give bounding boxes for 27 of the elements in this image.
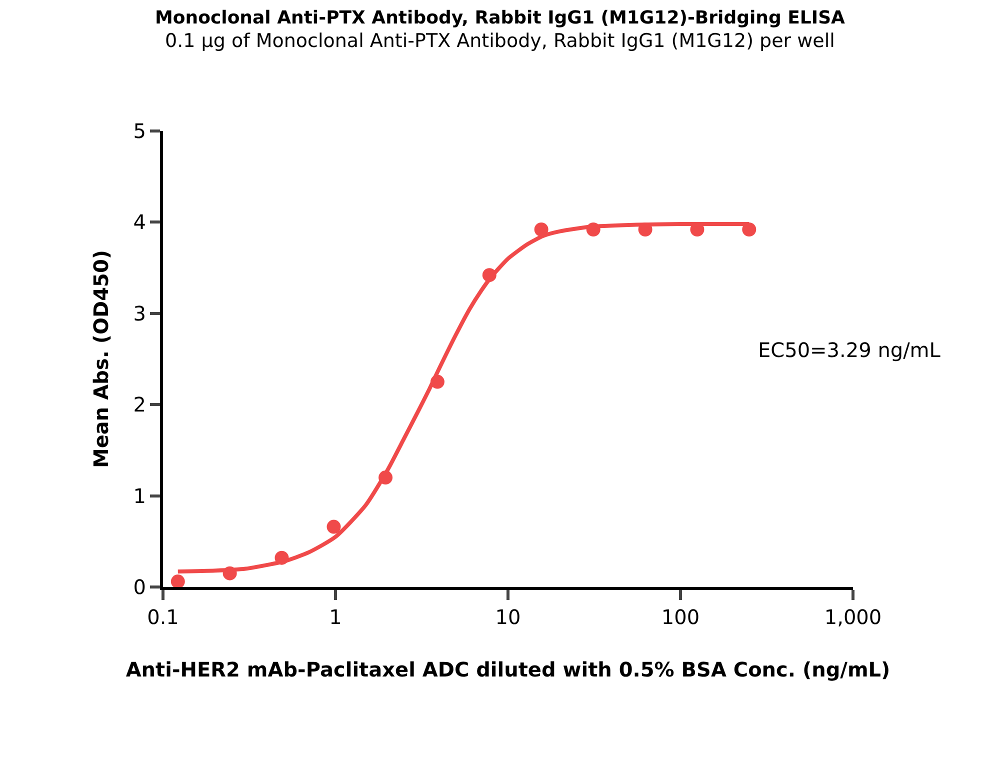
point <box>378 470 393 485</box>
chart-title: Monoclonal Anti-PTX Antibody, Rabbit IgG1 (M1G12)-Bridging ELISA <box>155 7 846 28</box>
point <box>430 374 444 389</box>
x-axis-title: Anti-HER2 mAb-Paclitaxel ADC diluted with 0.5% BSA Conc. (ng/mL) <box>126 658 890 682</box>
point <box>534 222 548 236</box>
x-tick-label: 1 <box>329 605 342 629</box>
point <box>586 222 600 236</box>
y-tick-label: 0 <box>133 575 146 599</box>
point <box>638 222 652 236</box>
point <box>482 268 496 282</box>
y-tick-label: 4 <box>133 210 146 234</box>
x-tick-label: 1,000 <box>824 605 882 629</box>
point <box>742 222 756 236</box>
annotation: EC50=3.29 ng/mL <box>758 338 942 362</box>
chart-subtitle: 0.1 μg of Monoclonal Anti-PTX Antibody, Rabbit IgG1 (M1G12) per well <box>165 30 835 52</box>
y-tick-label: 5 <box>133 119 146 143</box>
y-axis-title: Mean Abs. (OD450) <box>88 250 113 468</box>
x-tick-label: 100 <box>661 605 700 629</box>
point <box>222 566 237 580</box>
y-tick-label: 2 <box>133 392 146 417</box>
x-tick-label: 10 <box>495 605 521 629</box>
point <box>170 574 185 589</box>
y-tick-label: 3 <box>133 301 146 326</box>
point <box>326 520 341 534</box>
y-tick-label: 1 <box>133 484 146 508</box>
point <box>274 550 289 565</box>
x-tick-label: 0.1 <box>147 605 179 629</box>
